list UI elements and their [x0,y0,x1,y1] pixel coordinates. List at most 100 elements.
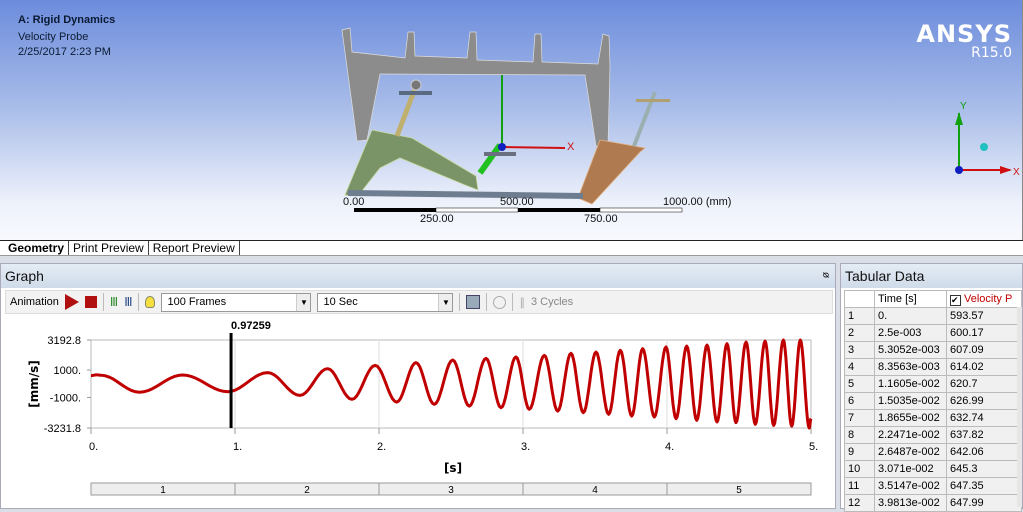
row-index: 7 [844,409,875,427]
frames-select[interactable]: 100 Frames ▼ [161,292,312,312]
zoom-icon[interactable] [493,295,507,309]
cycles-icon: ∥ [519,296,525,309]
result-frames-icon[interactable]: Ⅲ [124,295,133,309]
graph-title: Graph [5,268,44,284]
x-tick-label: 4. [665,441,674,453]
table-row[interactable]: 7 1.8655e-002 632.74 [844,409,1022,427]
view-tabs: Geometry Print Preview Report Preview [0,240,1023,256]
velocity-cell: 645.3 [946,460,1022,478]
row-index: 9 [844,443,875,461]
svg-text:X: X [567,141,575,153]
time-cell: 8.3563e-003 [874,358,947,376]
table-row[interactable]: 3 5.3052e-003 607.09 [844,341,1022,359]
row-index: 1 [844,307,875,325]
svg-text:500.00: 500.00 [500,196,534,208]
geometry-viewport[interactable]: A: Rigid Dynamics Velocity Probe 2/25/20… [0,0,1023,240]
timestamp: 2/25/2017 2:23 PM [18,46,111,58]
column-header-time[interactable]: Time [s] [874,290,947,308]
step-label: 1 [160,485,166,496]
table-row[interactable]: 8 2.2471e-002 637.82 [844,426,1022,444]
step-label: 2 [304,485,310,496]
velocity-cell: 626.99 [946,392,1022,410]
y-tick-label: 3192.8 [47,335,81,347]
step-label: 5 [736,485,742,496]
y-axis-label: [mm/s] [27,360,41,408]
step-label: 4 [592,485,598,496]
row-index: 2 [844,324,875,342]
time-cell: 0. [874,307,947,325]
scrollbar[interactable] [1017,307,1022,507]
row-index: 3 [844,341,875,359]
time-cell: 1.5035e-002 [874,392,947,410]
column-header-velocity[interactable]: ✔ Velocity P [946,290,1022,308]
mechanism-model: X 0.00 500.00 1000.00 (mm) 250.00 750.00… [341,27,1020,225]
svg-text:Y: Y [960,101,967,112]
cycles-label: 3 Cycles [530,296,574,308]
row-index: 11 [844,477,875,495]
svg-text:750.00: 750.00 [584,213,618,225]
tabular-data-table: Time [s] ✔ Velocity P 1 0. 593.57 2 2.5e-003 6… [844,290,1022,512]
table-row[interactable]: 10 3.071e-002 645.3 [844,460,1022,478]
plot-area [90,339,812,429]
column-header-index [844,290,875,308]
distributed-frames-icon[interactable]: Ⅲ [109,295,119,309]
svg-text:X: X [1013,167,1020,178]
time-cell: 3.5147e-002 [874,477,947,495]
velocity-cell: 647.35 [946,477,1022,495]
x-tick-label: 5. [809,441,818,453]
graph-panel: Graph ᴓ Animation Ⅲ Ⅲ 100 Frames ▼ 10 Sec ▼… [0,263,836,509]
lightbulb-icon[interactable] [145,296,156,308]
time-cell: 2.5e-003 [874,324,947,342]
tab-geometry[interactable]: Geometry [4,241,70,255]
triad-icon: Y X [955,101,1020,178]
velocity-cell: 614.02 [946,358,1022,376]
pin-icon[interactable]: ᴓ [822,270,829,281]
svg-text:1000.00 (mm): 1000.00 (mm) [663,196,731,208]
y-tick-label: -1000. [50,392,81,404]
velocity-chart[interactable]: 0. 1. 2. 3. 4. 5. 3192.8 1000. -1000. -3231.8 [mm/… [1,314,837,510]
time-cell: 5.3052e-003 [874,341,947,359]
table-row[interactable]: 12 3.9813e-002 647.99 [844,494,1022,512]
velocity-cell: 632.74 [946,409,1022,427]
table-row[interactable]: 6 1.5035e-002 626.99 [844,392,1022,410]
table-row[interactable]: 2 2.5e-003 600.17 [844,324,1022,342]
export-video-icon[interactable] [466,295,481,309]
table-row[interactable]: 5 1.1605e-002 620.7 [844,375,1022,393]
play-button[interactable] [64,294,79,310]
series-line-velocity [90,338,813,430]
row-index: 5 [844,375,875,393]
x-tick-label: 3. [521,441,530,453]
time-cell: 2.2471e-002 [874,426,947,444]
green-link [344,129,479,197]
cursor-label: 0.97259 [231,320,271,332]
scale-bar-labels: 0.00 500.00 1000.00 (mm) 250.00 750.00 [343,196,731,225]
tabular-header: Tabular Data [841,264,1022,288]
row-index: 6 [844,392,875,410]
velocity-cell: 600.17 [946,324,1022,342]
stop-button[interactable] [84,296,97,308]
velocity-cell: 593.57 [946,307,1022,325]
velocity-cell: 647.99 [946,494,1022,512]
tab-report-preview[interactable]: Report Preview [149,241,240,255]
step-cell[interactable] [666,482,812,496]
velocity-cell: 642.06 [946,443,1022,461]
graph-header: Graph ᴓ [1,264,835,288]
duration-select[interactable]: 10 Sec ▼ [317,292,454,312]
time-cell: 3.071e-002 [874,460,947,478]
animation-label: Animation [10,296,59,308]
svg-text:250.00: 250.00 [420,213,454,225]
table-row[interactable]: 9 2.6487e-002 642.06 [844,443,1022,461]
x-tick-label: 2. [377,441,386,453]
table-row[interactable]: 11 3.5147e-002 647.35 [844,477,1022,495]
y-tick-label: 1000. [53,365,81,377]
table-row[interactable]: 4 8.3563e-003 614.02 [844,358,1022,376]
table-row[interactable]: 1 0. 593.57 [844,307,1022,325]
x-tick-label: 1. [233,441,242,453]
animation-toolbar: Animation Ⅲ Ⅲ 100 Frames ▼ 10 Sec ▼ ∥ 3 Cy… [5,290,833,314]
chevron-down-icon: ▼ [296,293,311,311]
tab-print-preview[interactable]: Print Preview [69,241,149,255]
row-index: 8 [844,426,875,444]
time-cell: 1.1605e-002 [874,375,947,393]
chevron-down-icon: ▼ [438,293,453,311]
checkbox[interactable]: ✔ [950,294,961,306]
